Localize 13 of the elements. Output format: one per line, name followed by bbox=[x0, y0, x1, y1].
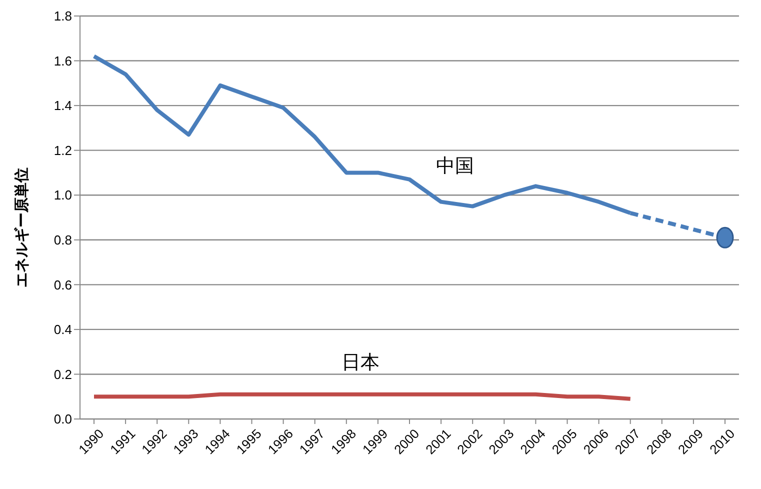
y-tick-label: 0.0 bbox=[54, 412, 72, 427]
y-tick-label: 0.8 bbox=[54, 232, 72, 248]
y-tick-label: 0.6 bbox=[54, 277, 72, 292]
y-tick-label: 1.2 bbox=[54, 142, 72, 158]
series-label: 中国 bbox=[436, 156, 474, 177]
y-tick-label: 0.2 bbox=[54, 366, 72, 382]
y-tick-label: 1.6 bbox=[54, 53, 72, 68]
y-tick-label: 1.0 bbox=[54, 188, 72, 203]
y-tick-label: 1.4 bbox=[54, 98, 72, 114]
y-tick-label: 0.4 bbox=[54, 322, 72, 338]
series-label: 日本 bbox=[341, 352, 380, 374]
y-tick-label: 1.8 bbox=[54, 8, 72, 24]
y-axis-title: エネルギー原単位 bbox=[13, 168, 30, 288]
